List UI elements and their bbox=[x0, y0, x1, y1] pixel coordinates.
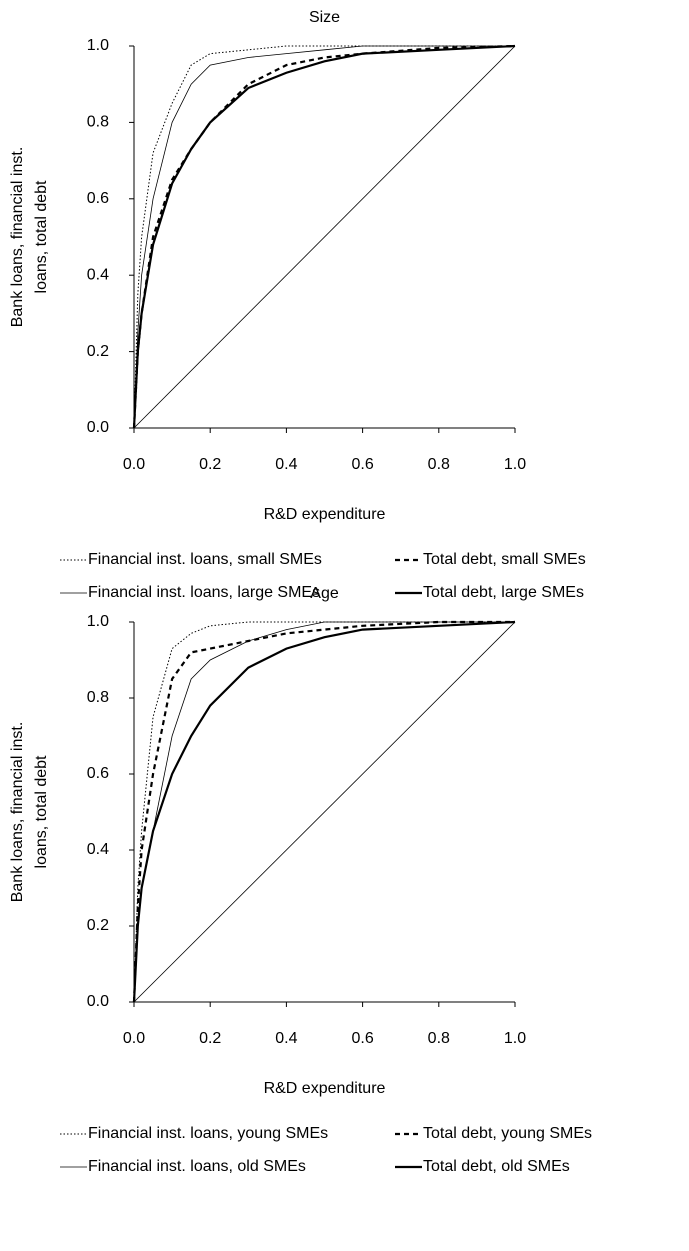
y-tick-label: 0.8 bbox=[87, 114, 109, 131]
legend-label: Total debt, small SMEs bbox=[423, 551, 586, 568]
legend-label: Total debt, large SMEs bbox=[423, 584, 584, 601]
y-tick-label: 0.6 bbox=[87, 765, 109, 782]
x-tick-label: 0.0 bbox=[123, 456, 145, 473]
x-axis-label: R&D expenditure bbox=[264, 506, 386, 523]
legend-label: Financial inst. loans, old SMEs bbox=[88, 1158, 306, 1175]
x-tick-label: 0.8 bbox=[428, 1030, 450, 1047]
x-tick-label: 0.2 bbox=[199, 456, 221, 473]
legend-label: Financial inst. loans, young SMEs bbox=[88, 1125, 328, 1142]
y-tick-label: 1.0 bbox=[87, 613, 109, 630]
diagonal bbox=[133, 45, 516, 429]
x-tick-label: 0.4 bbox=[275, 456, 297, 473]
y-axis-label: loans, total debt bbox=[33, 180, 50, 294]
chart-title: Age bbox=[310, 585, 339, 602]
x-tick-label: 0.6 bbox=[351, 456, 373, 473]
series-line bbox=[132, 44, 516, 429]
x-tick-label: 0.2 bbox=[199, 1030, 221, 1047]
x-axis-label: R&D expenditure bbox=[264, 1080, 386, 1097]
y-axis-label: Bank loans, financial inst. bbox=[9, 722, 26, 903]
x-tick-label: 0.6 bbox=[351, 1030, 373, 1047]
diagonal bbox=[133, 621, 516, 1003]
series-line bbox=[132, 620, 516, 1003]
series-line bbox=[133, 45, 515, 429]
legend-label: Financial inst. loans, small SMEs bbox=[88, 551, 322, 568]
y-tick-label: 0.0 bbox=[87, 419, 109, 436]
y-tick-label: 0.4 bbox=[87, 266, 109, 283]
y-tick-label: 0.6 bbox=[87, 190, 109, 207]
y-tick-label: 0.4 bbox=[87, 841, 109, 858]
y-tick-label: 0.2 bbox=[87, 343, 109, 360]
y-tick-label: 0.2 bbox=[87, 917, 109, 934]
x-tick-label: 1.0 bbox=[504, 456, 526, 473]
y-tick-label: 0.0 bbox=[87, 993, 109, 1010]
x-tick-label: 0.8 bbox=[428, 456, 450, 473]
chart-title: Size bbox=[309, 9, 340, 26]
x-tick-label: 0.4 bbox=[275, 1030, 297, 1047]
y-tick-label: 1.0 bbox=[87, 37, 109, 54]
x-tick-label: 0.0 bbox=[123, 1030, 145, 1047]
x-tick-label: 1.0 bbox=[504, 1030, 526, 1047]
y-axis-label: Bank loans, financial inst. bbox=[9, 147, 26, 328]
y-axis-label: loans, total debt bbox=[33, 755, 50, 869]
legend-label: Financial inst. loans, large SMEs bbox=[88, 584, 320, 601]
series-line bbox=[132, 620, 515, 1003]
y-tick-label: 0.8 bbox=[87, 689, 109, 706]
legend-label: Total debt, young SMEs bbox=[423, 1125, 592, 1142]
legend-label: Total debt, old SMEs bbox=[423, 1158, 570, 1175]
